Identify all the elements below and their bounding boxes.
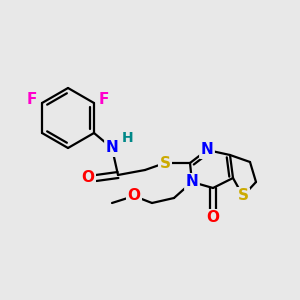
- Text: O: O: [128, 188, 140, 203]
- Text: S: S: [238, 188, 248, 203]
- Text: S: S: [160, 155, 170, 170]
- Text: N: N: [201, 142, 213, 158]
- Text: O: O: [206, 211, 220, 226]
- Text: N: N: [106, 140, 118, 155]
- Text: F: F: [27, 92, 37, 107]
- Text: H: H: [122, 131, 134, 145]
- Text: O: O: [82, 170, 94, 185]
- Text: F: F: [99, 92, 109, 107]
- Text: N: N: [186, 175, 198, 190]
